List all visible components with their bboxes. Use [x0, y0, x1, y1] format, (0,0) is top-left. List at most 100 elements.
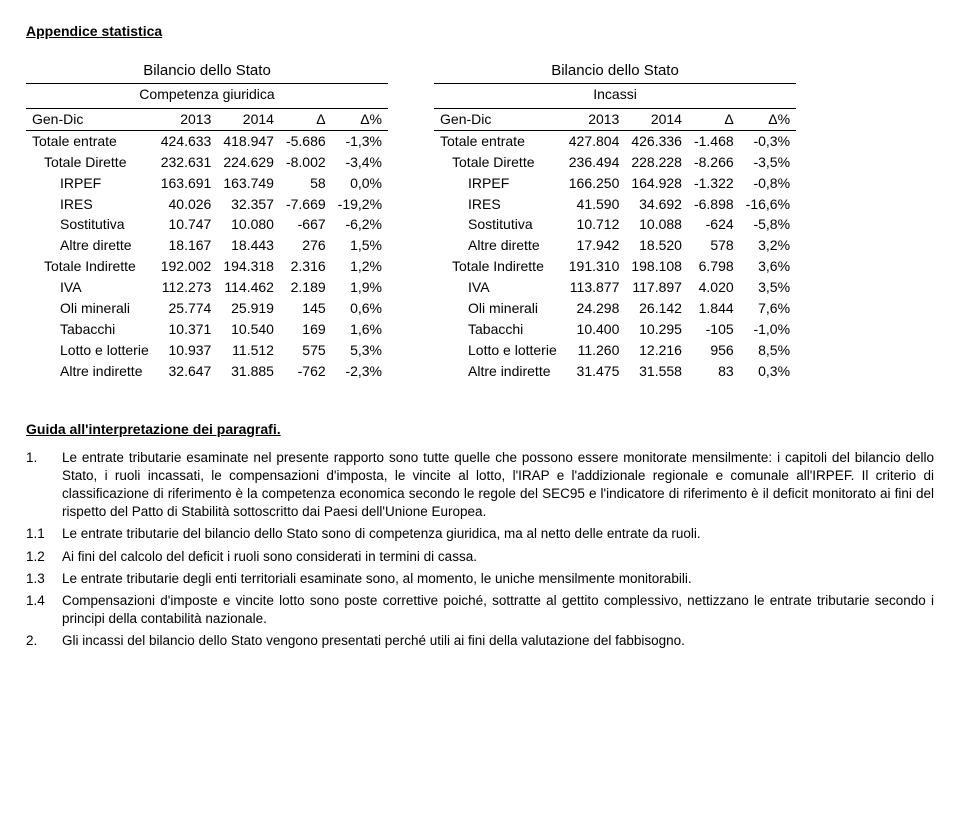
cell-v1: 192.002	[155, 256, 218, 277]
cell-pct: 3,5%	[740, 277, 796, 298]
cell-v2: 18.443	[217, 235, 280, 256]
cell-v1: 427.804	[563, 130, 626, 151]
cell-v1: 10.371	[155, 319, 218, 340]
row-label: Totale entrate	[434, 130, 563, 151]
cell-v1: 10.400	[563, 319, 626, 340]
cell-v2: 31.885	[217, 361, 280, 382]
tables-container: Bilancio dello Stato Competenza giuridica…	[26, 59, 934, 382]
cell-pct: 1,6%	[332, 319, 388, 340]
cell-v2: 164.928	[625, 173, 688, 194]
cell-pct: -0,3%	[740, 130, 796, 151]
row-label: Altre indirette	[26, 361, 155, 382]
cell-delta: -8.002	[280, 152, 332, 173]
col-period: Gen-Dic	[434, 109, 563, 131]
cell-delta: -5.686	[280, 130, 332, 151]
row-label: IVA	[26, 277, 155, 298]
cell-pct: 3,6%	[740, 256, 796, 277]
row-label: IRPEF	[434, 173, 563, 194]
row-label: Totale entrate	[26, 130, 155, 151]
col-year2: 2014	[625, 109, 688, 131]
cell-v2: 163.749	[217, 173, 280, 194]
guide-item-text: Gli incassi del bilancio dello Stato ven…	[62, 632, 934, 650]
cell-v2: 194.318	[217, 256, 280, 277]
cell-delta: 2.189	[280, 277, 332, 298]
row-label: Sostitutiva	[434, 214, 563, 235]
cell-pct: -3,4%	[332, 152, 388, 173]
row-label: IRPEF	[26, 173, 155, 194]
row-label: Altre dirette	[26, 235, 155, 256]
row-label: Oli minerali	[26, 298, 155, 319]
cell-delta: 575	[280, 340, 332, 361]
cell-v1: 17.942	[563, 235, 626, 256]
table-row: IRES40.02632.357-7.669-19,2%	[26, 194, 388, 215]
cell-pct: -1,0%	[740, 319, 796, 340]
cell-v2: 18.520	[625, 235, 688, 256]
cell-delta: -6.898	[688, 194, 740, 215]
table-title-right: Bilancio dello Stato	[434, 59, 796, 84]
cell-v1: 113.877	[563, 277, 626, 298]
table-row: Totale Indirette191.310198.1086.7983,6%	[434, 256, 796, 277]
guide-item-number: 1.1	[26, 525, 52, 543]
row-label: Lotto e lotterie	[26, 340, 155, 361]
cell-delta: -8.266	[688, 152, 740, 173]
table-row: Oli minerali25.77425.9191450,6%	[26, 298, 388, 319]
cell-pct: 8,5%	[740, 340, 796, 361]
row-label: Tabacchi	[434, 319, 563, 340]
col-year2: 2014	[217, 109, 280, 131]
table-row: IRPEF166.250164.928-1.322-0,8%	[434, 173, 796, 194]
row-label: Tabacchi	[26, 319, 155, 340]
cell-v1: 10.937	[155, 340, 218, 361]
cell-pct: 1,2%	[332, 256, 388, 277]
guide-item-text: Le entrate tributarie degli enti territo…	[62, 570, 934, 588]
cell-v2: 10.088	[625, 214, 688, 235]
cell-v1: 10.747	[155, 214, 218, 235]
row-label: Lotto e lotterie	[434, 340, 563, 361]
row-label: Totale Indirette	[26, 256, 155, 277]
table-row: Totale entrate424.633418.947-5.686-1,3%	[26, 130, 388, 151]
page-title: Appendice statistica	[26, 22, 934, 41]
table-row: IVA112.273114.4622.1891,9%	[26, 277, 388, 298]
guide-item-number: 1.2	[26, 548, 52, 566]
row-label: Altre dirette	[434, 235, 563, 256]
col-year1: 2013	[563, 109, 626, 131]
cell-v1: 112.273	[155, 277, 218, 298]
table-row: Oli minerali24.29826.1421.8447,6%	[434, 298, 796, 319]
table-row: Totale Indirette192.002194.3182.3161,2%	[26, 256, 388, 277]
row-label: Totale Indirette	[434, 256, 563, 277]
table-row: Altre dirette18.16718.4432761,5%	[26, 235, 388, 256]
cell-delta: -105	[688, 319, 740, 340]
cell-v1: 166.250	[563, 173, 626, 194]
cell-delta: 578	[688, 235, 740, 256]
cell-pct: 0,0%	[332, 173, 388, 194]
row-label: IVA	[434, 277, 563, 298]
table-subtitle-left: Competenza giuridica	[26, 84, 388, 109]
cell-v1: 25.774	[155, 298, 218, 319]
cell-delta: -1.322	[688, 173, 740, 194]
cell-delta: 2.316	[280, 256, 332, 277]
cell-delta: -667	[280, 214, 332, 235]
table-subtitle-right: Incassi	[434, 84, 796, 109]
cell-delta: 83	[688, 361, 740, 382]
cell-v2: 32.357	[217, 194, 280, 215]
cell-pct: -19,2%	[332, 194, 388, 215]
guide-item: 1.2Ai fini del calcolo del deficit i ruo…	[26, 548, 934, 566]
guide-item-number: 2.	[26, 632, 52, 650]
cell-pct: 5,3%	[332, 340, 388, 361]
cell-v2: 228.228	[625, 152, 688, 173]
cell-delta: -624	[688, 214, 740, 235]
cell-pct: 0,3%	[740, 361, 796, 382]
cell-v1: 32.647	[155, 361, 218, 382]
table-left: Bilancio dello StatoCompetenza giuridica…	[26, 59, 388, 382]
cell-delta: -1.468	[688, 130, 740, 151]
table-row: Totale Dirette236.494228.228-8.266-3,5%	[434, 152, 796, 173]
cell-pct: 1,5%	[332, 235, 388, 256]
cell-pct: -1,3%	[332, 130, 388, 151]
cell-v2: 426.336	[625, 130, 688, 151]
cell-v1: 10.712	[563, 214, 626, 235]
cell-pct: 7,6%	[740, 298, 796, 319]
cell-v2: 34.692	[625, 194, 688, 215]
guide-item-number: 1.	[26, 449, 52, 522]
guide-title: Guida all'interpretazione dei paragrafi.	[26, 420, 934, 439]
cell-delta: 956	[688, 340, 740, 361]
guide-body: 1.Le entrate tributarie esaminate nel pr…	[26, 449, 934, 651]
